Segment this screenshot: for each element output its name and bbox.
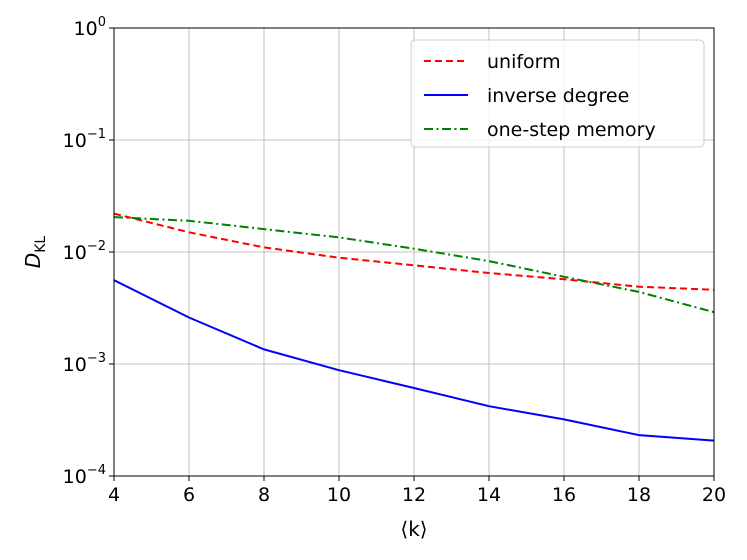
series-line-one-step-memory bbox=[113, 216, 715, 314]
y-tick-label: 10−2 bbox=[63, 239, 106, 264]
series-line-uniform bbox=[113, 212, 715, 291]
x-tick-label: 18 bbox=[627, 484, 651, 506]
y-axis-label: DKL bbox=[21, 236, 49, 269]
y-tick-label: 10−1 bbox=[63, 127, 106, 152]
y-tick-label: 10−3 bbox=[63, 351, 106, 376]
series-layer bbox=[113, 212, 715, 442]
x-tick-label: 6 bbox=[183, 484, 195, 506]
y-tick-label: 100 bbox=[74, 15, 106, 40]
y-tick-labels: 10−4 10−3 10−2 10−1 100 bbox=[63, 15, 106, 488]
x-tick-label: 20 bbox=[702, 484, 726, 506]
series-line-inverse-degree bbox=[113, 279, 715, 442]
x-tick-label: 4 bbox=[108, 484, 120, 506]
y-axis-label-sub: KL bbox=[33, 236, 49, 253]
y-axis-label-main: D bbox=[21, 253, 45, 268]
x-tick-label: 14 bbox=[477, 484, 501, 506]
legend: uniform inverse degree one-step memory bbox=[410, 39, 705, 148]
x-tick-label: 12 bbox=[402, 484, 426, 506]
x-tick-labels: 4 6 8 10 12 14 16 18 20 bbox=[108, 484, 726, 506]
ticks bbox=[109, 27, 715, 481]
x-tick-label: 10 bbox=[327, 484, 351, 506]
x-axis-label: ⟨k⟩ bbox=[400, 517, 427, 541]
x-tick-label: 8 bbox=[258, 484, 270, 506]
y-tick-label: 10−4 bbox=[63, 463, 106, 488]
legend-label: uniform bbox=[487, 51, 561, 73]
legend-label: inverse degree bbox=[487, 85, 629, 107]
legend-label: one-step memory bbox=[487, 119, 656, 141]
x-tick-label: 16 bbox=[552, 484, 576, 506]
legend-box bbox=[410, 39, 705, 148]
